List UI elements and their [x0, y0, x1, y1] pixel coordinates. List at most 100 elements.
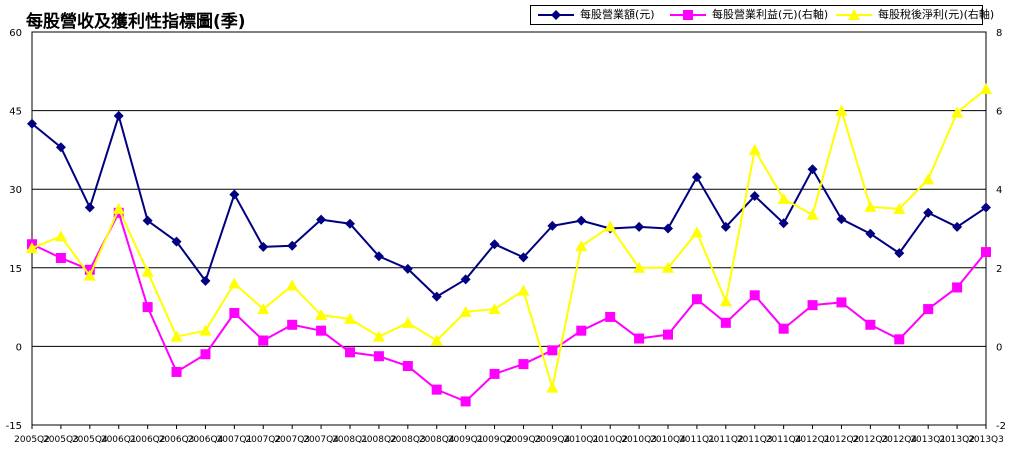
- data-point-diamond: [200, 275, 211, 286]
- data-point-square: [691, 294, 702, 305]
- data-point-triangle: [141, 265, 154, 277]
- data-point-triangle: [199, 324, 212, 336]
- data-point-triangle: [257, 303, 270, 315]
- series-layer: [26, 82, 992, 407]
- data-point-square: [229, 307, 240, 318]
- data-point-triangle: [286, 279, 299, 291]
- legend-marker-square-icon: [670, 10, 706, 20]
- x-tick-label: 2012Q1: [795, 435, 831, 445]
- x-tick-label: 2008Q2: [361, 435, 397, 445]
- x-tick-label: 2011Q4: [766, 435, 802, 445]
- data-point-triangle: [401, 316, 414, 328]
- x-tick-label: 2007Q2: [245, 435, 281, 445]
- data-point-triangle: [633, 261, 646, 273]
- x-tick-label: 2011Q1: [679, 435, 715, 445]
- data-point-diamond: [952, 221, 963, 232]
- legend: 每股營業額(元) 每股營業利益(元)(右軸) 每股稅後淨利(元)(右軸): [530, 5, 994, 25]
- x-tick-label: 2010Q4: [650, 435, 686, 445]
- x-tick-label: 2013Q3: [968, 435, 1004, 445]
- x-tick-label: 2010Q3: [621, 435, 657, 445]
- y-right-tick-label: 2: [996, 264, 1002, 275]
- legend-item-revenue: 每股營業額(元): [536, 6, 671, 24]
- data-point-diamond: [345, 218, 355, 229]
- x-tick-label: 2007Q4: [303, 435, 339, 445]
- data-point-diamond: [720, 221, 731, 232]
- series-line-1: [31, 211, 987, 403]
- data-point-diamond: [663, 223, 673, 234]
- data-point-diamond: [84, 202, 95, 213]
- legend-item-operating-income: 每股營業利益(元)(右軸): [668, 6, 828, 24]
- data-point-triangle: [315, 308, 328, 320]
- data-point-square: [663, 329, 673, 340]
- x-tick-label: 2008Q4: [419, 435, 455, 445]
- y-left-tick-label: 45: [9, 107, 22, 118]
- data-point-square: [865, 319, 876, 330]
- data-point-square: [576, 325, 587, 336]
- data-point-diamond: [634, 221, 645, 232]
- data-point-square: [431, 384, 442, 395]
- plot-area: [31, 31, 987, 426]
- x-tick-label: 2005Q2: [14, 435, 50, 445]
- data-point-square: [836, 297, 847, 308]
- data-point-diamond: [27, 118, 37, 129]
- x-tick-label: 2006Q1: [101, 435, 137, 445]
- x-tick-label: 2008Q3: [390, 435, 426, 445]
- data-point-diamond: [316, 214, 327, 225]
- data-point-triangle: [459, 305, 472, 317]
- legend-label-revenue: 每股營業額(元): [580, 8, 655, 21]
- legend-item-net-income: 每股稅後淨利(元)(右軸): [834, 6, 994, 24]
- data-point-diamond: [431, 291, 442, 302]
- axis-labels: -15015304560-2024682005Q22005Q32005Q4200…: [6, 28, 1006, 445]
- data-point-triangle: [719, 295, 732, 307]
- data-point-triangle: [170, 330, 183, 342]
- grid-lines: [32, 110, 986, 347]
- y-left-tick-label: 0: [16, 342, 22, 353]
- data-point-square: [518, 359, 529, 370]
- x-tick-label: 2011Q3: [737, 435, 773, 445]
- data-point-square: [258, 335, 269, 346]
- data-point-triangle: [662, 261, 674, 273]
- data-point-square: [807, 300, 818, 311]
- data-point-square: [720, 317, 731, 328]
- x-tick-label: 2007Q3: [274, 435, 310, 445]
- data-point-square: [952, 282, 963, 293]
- x-tick-label: 2009Q3: [506, 435, 542, 445]
- x-tick-label: 2013Q2: [939, 435, 975, 445]
- data-point-diamond: [55, 142, 66, 153]
- data-point-diamond: [576, 215, 587, 226]
- data-point-triangle: [344, 312, 356, 324]
- data-point-triangle: [83, 269, 96, 281]
- data-point-triangle: [922, 173, 935, 185]
- data-point-triangle: [228, 277, 241, 289]
- x-tick-label: 2012Q4: [881, 435, 917, 445]
- data-point-diamond: [894, 248, 905, 259]
- x-tick-label: 2013Q1: [910, 435, 946, 445]
- data-point-diamond: [287, 240, 298, 251]
- x-tick-label: 2005Q4: [72, 435, 108, 445]
- x-tick-label: 2009Q4: [535, 435, 571, 445]
- data-point-diamond: [373, 251, 384, 262]
- data-point-triangle: [372, 330, 385, 342]
- x-tick-label: 2012Q2: [824, 435, 860, 445]
- data-point-triangle: [893, 202, 906, 214]
- data-point-diamond: [778, 218, 789, 229]
- data-point-square: [634, 333, 645, 344]
- data-point-diamond: [981, 202, 991, 213]
- legend-marker-diamond-icon: [538, 10, 574, 20]
- data-point-square: [894, 334, 905, 345]
- y-right-tick-label: 6: [996, 107, 1002, 118]
- series-line-2: [31, 88, 987, 389]
- data-point-triangle: [806, 208, 819, 220]
- x-tick-label: 2009Q1: [448, 435, 484, 445]
- data-point-triangle: [777, 193, 790, 205]
- legend-label-net-income: 每股稅後淨利(元)(右軸): [878, 8, 995, 21]
- data-point-square: [287, 319, 298, 330]
- y-right-tick-label: -2: [996, 421, 1006, 432]
- data-point-diamond: [402, 263, 413, 274]
- data-point-triangle: [835, 104, 848, 116]
- data-point-triangle: [26, 242, 38, 254]
- legend-marker-triangle-icon: [836, 9, 872, 20]
- chart-title: 每股營收及獲利性指標圖(季): [26, 12, 246, 32]
- data-point-triangle: [951, 106, 964, 118]
- y-left-tick-label: 60: [9, 28, 22, 39]
